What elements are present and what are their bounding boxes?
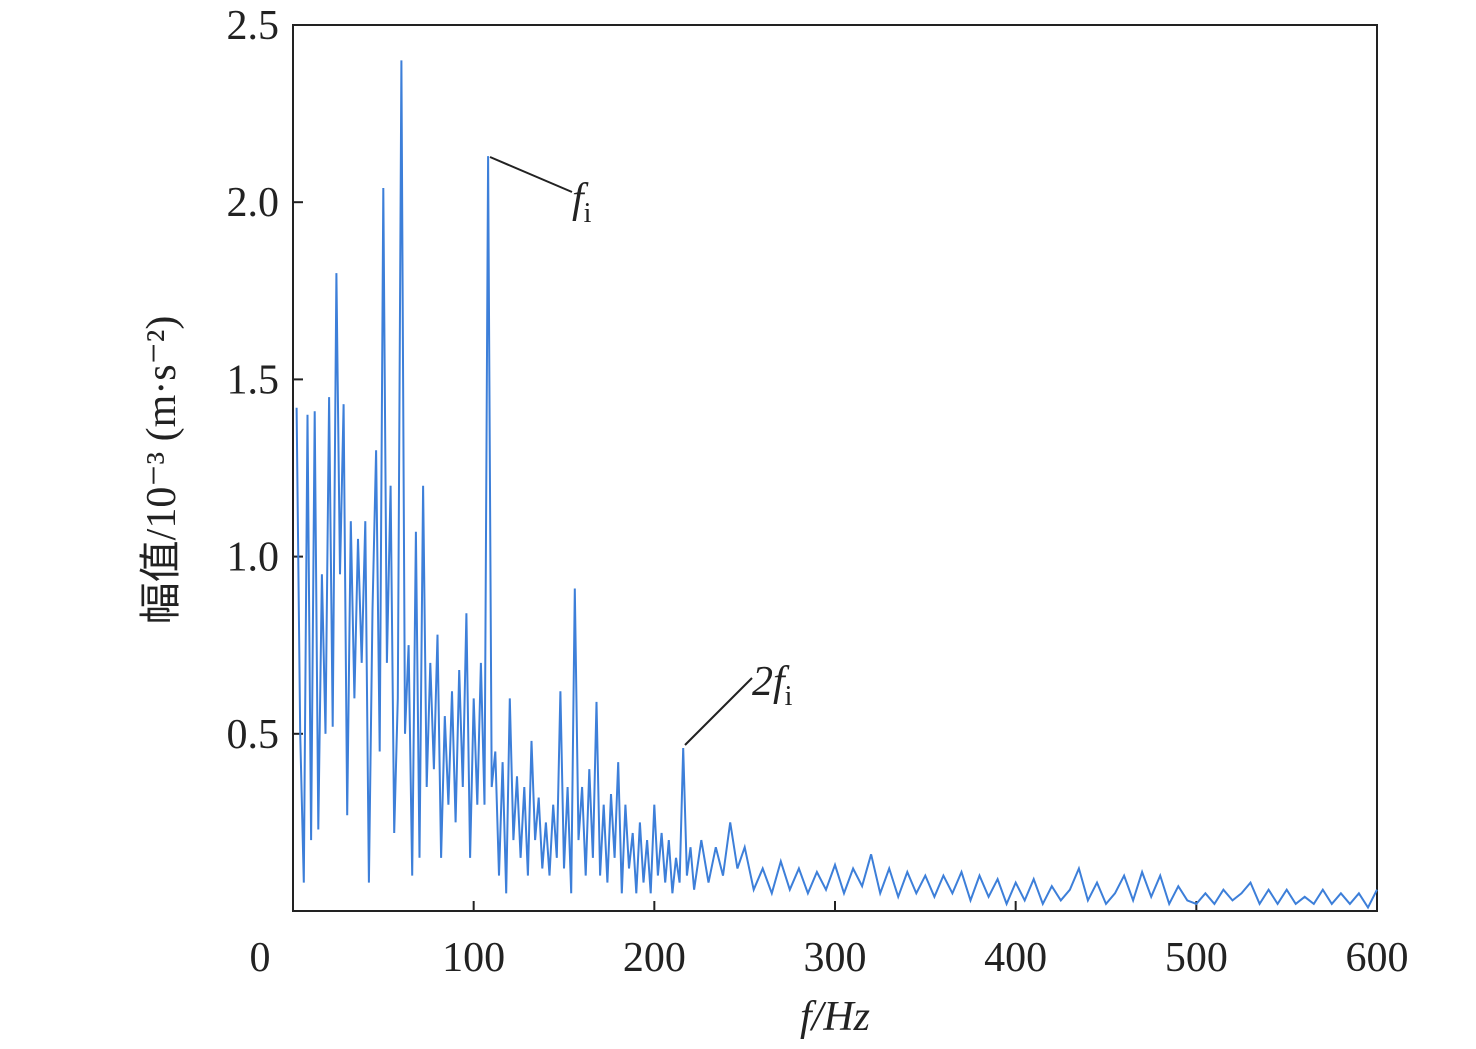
x-tick-label: 500 — [1165, 935, 1228, 981]
annotation-sub: i — [785, 681, 793, 712]
annotation-sub: i — [584, 198, 592, 229]
x-tick-label: 100 — [442, 935, 505, 981]
annotation-line — [684, 677, 753, 746]
annotation: fi — [572, 176, 592, 229]
y-tick-label: 1.0 — [227, 535, 280, 581]
y-tick-label: 1.5 — [227, 357, 280, 403]
x-tick-label: 400 — [984, 935, 1047, 981]
x-axis-label: f/Hz — [800, 994, 870, 1040]
y-tick-label: 2.5 — [227, 3, 280, 49]
x-tick-label: 300 — [804, 935, 867, 981]
annotation-text: 2f — [752, 659, 790, 705]
plot-frame — [292, 24, 1378, 912]
y-tick-label: 0.5 — [227, 712, 280, 758]
y-tick-label: 2.0 — [227, 180, 280, 226]
annotation-line — [489, 156, 573, 193]
x-tick-label: 200 — [623, 935, 686, 981]
x-tick-label: 600 — [1346, 935, 1409, 981]
spectrum-line — [295, 60, 1378, 910]
x-tick-label: 0 — [250, 935, 271, 981]
annotation: 2fi — [752, 659, 793, 712]
y-axis-label: 幅值/10⁻³ (m·s⁻²) — [139, 316, 185, 625]
